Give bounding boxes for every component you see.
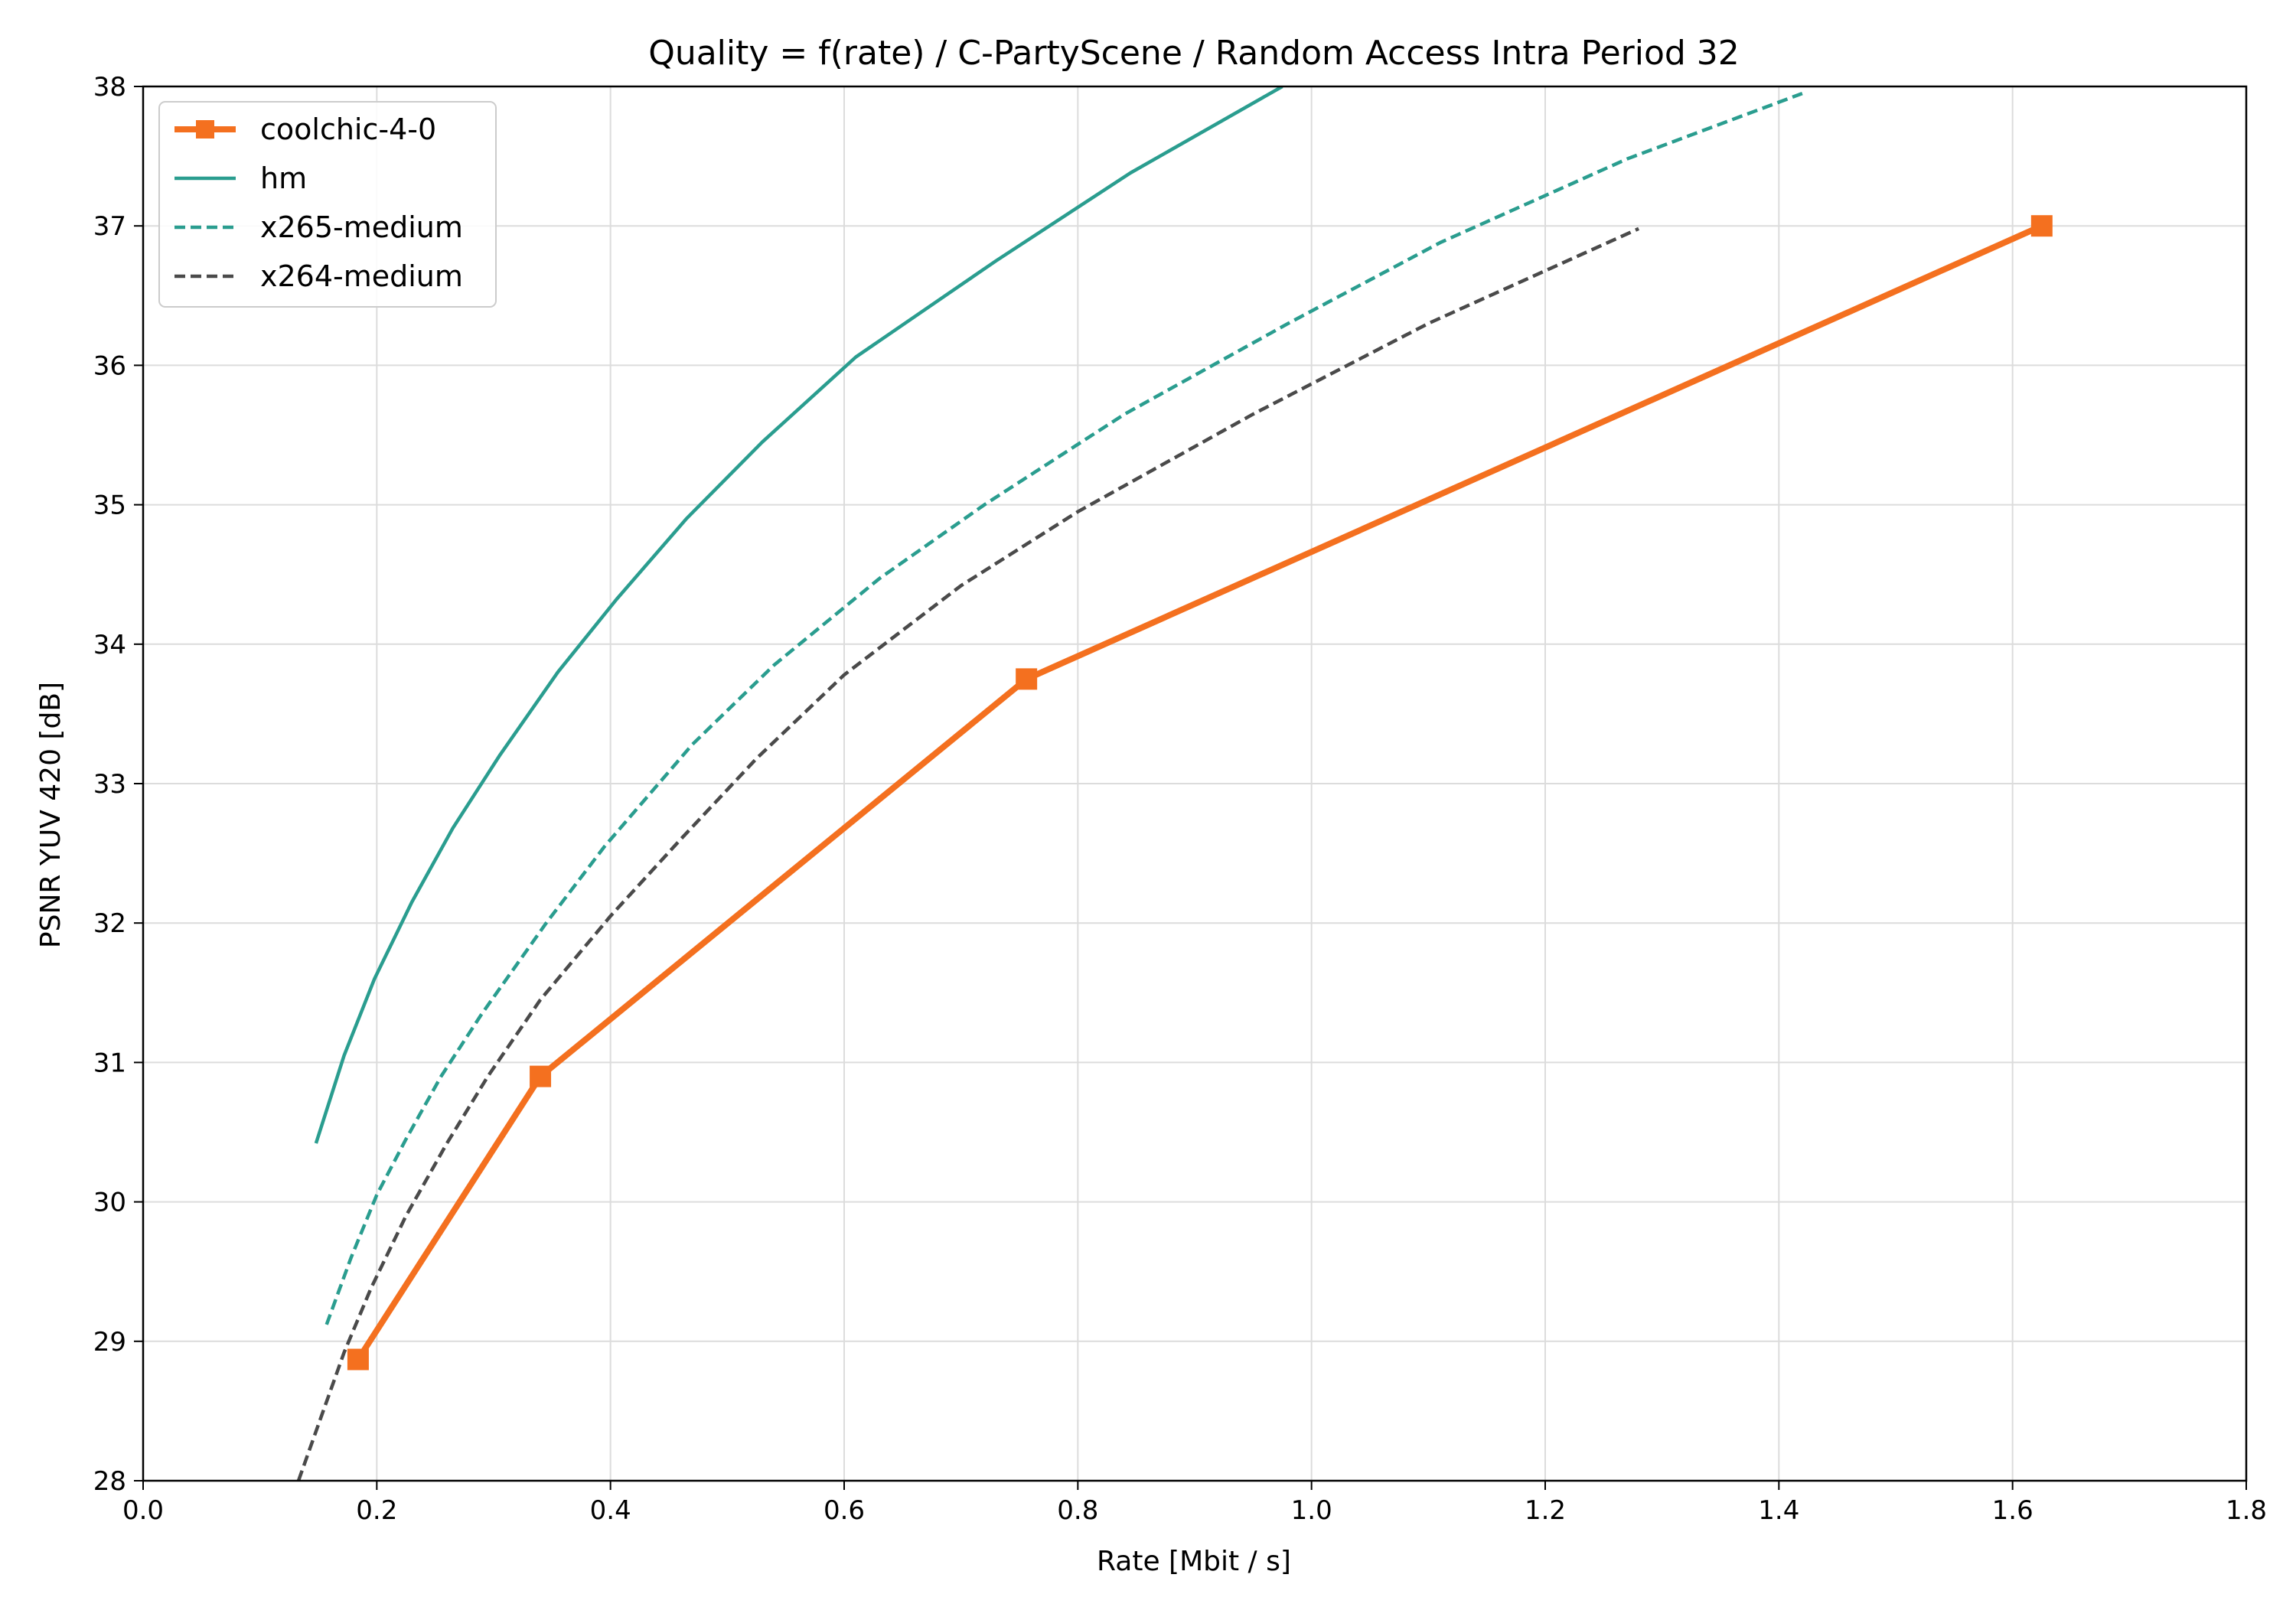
x-tick-label: 1.6	[1992, 1495, 2033, 1526]
legend-label-hm: hm	[260, 161, 307, 195]
legend-label-x264-medium: x264-medium	[260, 259, 463, 293]
x-tick-label: 1.8	[2226, 1495, 2267, 1526]
series-line-hm	[314, 86, 1283, 1144]
y-tick-label: 32	[93, 908, 126, 939]
plot-series	[296, 86, 2053, 1481]
x-tick-label: 0.6	[823, 1495, 865, 1526]
series-line-x265-medium	[325, 91, 1803, 1325]
data-point-coolchic-4-0	[347, 1348, 369, 1371]
data-point-coolchic-4-0	[2030, 215, 2053, 237]
y-tick-label: 37	[93, 211, 126, 242]
legend: coolchic-4-0 hm x265-medium x264-medium	[158, 101, 497, 308]
chart-title: Quality = f(rate) / C-PartyScene / Rando…	[648, 34, 1740, 73]
y-tick-label: 35	[93, 491, 126, 521]
legend-label-coolchic-4-0: coolchic-4-0	[260, 112, 436, 146]
x-tick-label: 1.2	[1525, 1495, 1566, 1526]
y-tick-label: 31	[93, 1048, 126, 1078]
y-axis-label: PSNR YUV 420 [dB]	[35, 682, 67, 948]
y-tick-label: 38	[93, 72, 126, 103]
x-tick-label: 0.8	[1057, 1495, 1098, 1526]
y-tick-label: 36	[93, 350, 126, 381]
x-tick-label: 0.0	[122, 1495, 164, 1526]
axis-ticks: 0.0 0.2 0.4 0.6 0.8 1.0 1.2 1.4 1.6 1.8 28 29 30 31 32…	[93, 72, 2267, 1526]
x-tick-label: 0.2	[356, 1495, 397, 1526]
legend-frame	[158, 101, 497, 308]
x-tick-label: 0.4	[590, 1495, 631, 1526]
y-tick-label: 33	[93, 769, 126, 800]
series-line-x264-medium	[296, 227, 1640, 1481]
x-axis-label: Rate [Mbit / s]	[1097, 1546, 1291, 1577]
data-point-coolchic-4-0	[1016, 668, 1038, 690]
x-tick-label: 1.0	[1291, 1495, 1332, 1526]
data-point-coolchic-4-0	[530, 1065, 552, 1087]
legend-marker-coolchic-4-0	[196, 120, 214, 139]
series-line-coolchic-4-0	[355, 223, 2043, 1361]
y-tick-label: 30	[93, 1188, 126, 1218]
y-tick-label: 28	[93, 1466, 126, 1497]
y-tick-label: 29	[93, 1327, 126, 1358]
y-tick-label: 34	[93, 630, 126, 660]
legend-label-x265-medium: x265-medium	[260, 210, 463, 244]
x-tick-label: 1.4	[1758, 1495, 1799, 1526]
